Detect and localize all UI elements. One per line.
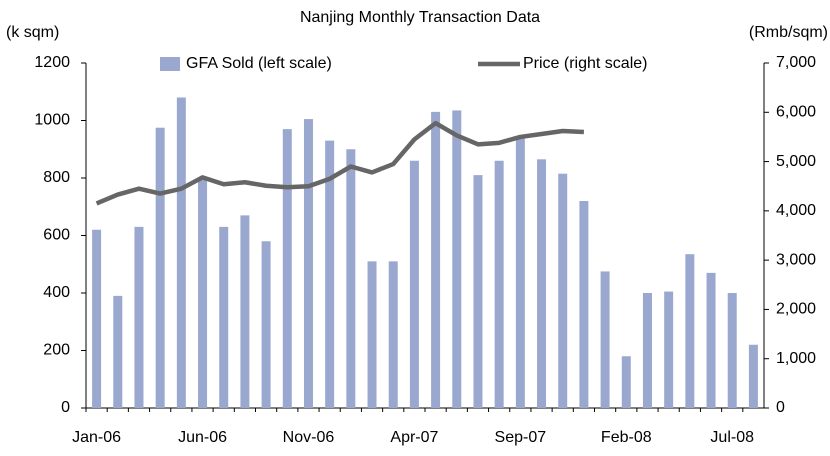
bar	[685, 254, 695, 408]
bar	[113, 295, 123, 408]
chart-title: Nanjing Monthly Transaction Data	[300, 9, 540, 26]
bar	[325, 140, 335, 408]
legend-swatch	[160, 57, 180, 71]
bar	[303, 119, 313, 408]
x-tick-label: Sep-07	[495, 429, 547, 446]
x-tick-label: Apr-07	[390, 429, 438, 446]
bar	[409, 160, 419, 408]
bar	[621, 356, 631, 408]
y2-tick-label: 3,000	[776, 251, 816, 268]
bar	[176, 97, 186, 408]
legend-label: GFA Sold (left scale)	[186, 55, 332, 72]
bar	[515, 137, 525, 408]
bar	[92, 229, 102, 408]
x-tick-label: Nov-06	[283, 429, 335, 446]
bar	[494, 160, 504, 408]
y2-tick-label: 0	[776, 399, 785, 416]
bar	[748, 344, 758, 408]
bar	[452, 110, 462, 408]
x-tick-label: Jul-08	[710, 429, 754, 446]
bar	[155, 127, 165, 408]
y-tick-label: 400	[43, 284, 70, 301]
bar	[579, 201, 589, 408]
y-tick-label: 600	[43, 227, 70, 244]
bar	[261, 241, 271, 408]
bar	[706, 272, 716, 408]
y-tick-label: 1000	[34, 112, 70, 129]
y2-tick-label: 4,000	[776, 202, 816, 219]
bar	[558, 173, 568, 408]
y-tick-label: 1200	[34, 54, 70, 71]
bar	[431, 111, 441, 408]
bar	[219, 226, 229, 408]
bar	[282, 129, 292, 408]
legend-label: Price (right scale)	[523, 55, 647, 72]
bar	[642, 293, 652, 408]
bar	[134, 226, 144, 408]
y2-tick-label: 7,000	[776, 54, 816, 71]
bar	[537, 159, 547, 408]
bar	[473, 175, 483, 408]
bar	[388, 261, 398, 408]
bar	[664, 291, 674, 408]
price-line	[95, 120, 585, 206]
y2-tick-label: 5,000	[776, 153, 816, 170]
bar	[198, 178, 208, 408]
x-tick-label: Jun-06	[178, 429, 227, 446]
y2-tick-label: 2,000	[776, 301, 816, 318]
x-tick-label: Jan-06	[72, 429, 121, 446]
bar	[367, 261, 377, 408]
x-tick-label: Feb-08	[601, 429, 652, 446]
y2-tick-label: 1,000	[776, 350, 816, 367]
bar	[240, 215, 250, 408]
bar	[346, 149, 356, 408]
y-tick-label: 800	[43, 169, 70, 186]
bar	[727, 293, 737, 408]
y2-tick-label: 6,000	[776, 104, 816, 121]
y-axis-label: (k sqm)	[6, 24, 59, 41]
y-tick-label: 0	[61, 399, 70, 416]
bar	[600, 271, 610, 408]
y-tick-label: 200	[43, 342, 70, 359]
y2-axis-label: (Rmb/sqm)	[749, 24, 828, 41]
